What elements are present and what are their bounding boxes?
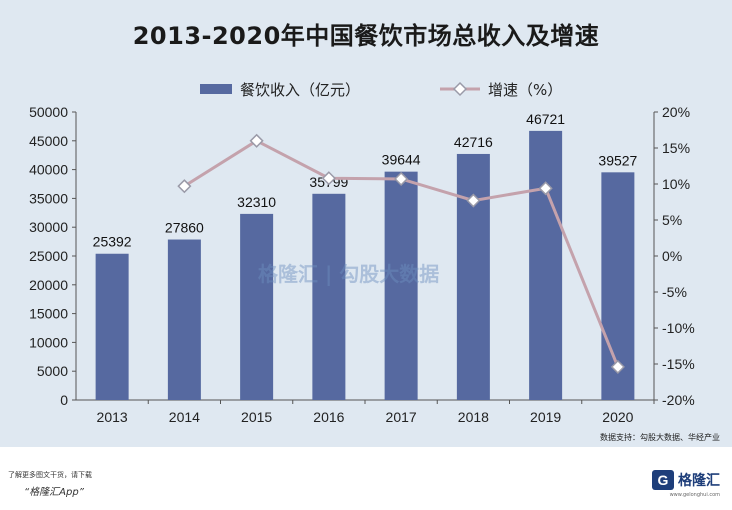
bar-2013 [95, 253, 129, 400]
y-left-tick-label: 10000 [29, 334, 68, 350]
x-tick-label: 2014 [169, 409, 200, 425]
y-right-tick-label: -10% [662, 320, 695, 336]
bar-value-label: 46721 [526, 111, 565, 127]
y-right-tick-label: -15% [662, 356, 695, 372]
y-right-tick-label: 10% [662, 176, 690, 192]
bar-value-label: 25392 [93, 234, 132, 250]
x-tick-label: 2020 [602, 409, 633, 425]
bar-2014 [167, 239, 201, 400]
legend-line-marker [452, 81, 468, 97]
x-tick-label: 2018 [458, 409, 489, 425]
y-left-tick-label: 40000 [29, 162, 68, 178]
brand-logo: G 格隆汇 [652, 470, 720, 490]
footer-note: 了解更多图文干货，请下载 [8, 471, 92, 479]
bar-value-label: 39527 [598, 152, 637, 168]
growth-marker [610, 359, 625, 374]
x-tick-label: 2015 [241, 409, 272, 425]
brand-icon: G [652, 470, 674, 490]
bar-value-label: 39644 [382, 152, 421, 168]
bar-value-label: 42716 [454, 134, 493, 150]
y-left-tick-label: 20000 [29, 277, 68, 293]
growth-marker [177, 179, 192, 194]
watermark: 格隆汇 | 勾股大数据 [258, 262, 440, 286]
y-left-tick-label: 30000 [29, 219, 68, 235]
bar-2016 [312, 193, 346, 400]
growth-marker [321, 171, 336, 186]
growth-marker [538, 181, 553, 196]
growth-marker [394, 171, 409, 187]
brand-url: www.gelonghui.com [669, 492, 720, 498]
y-left-tick-label: 15000 [29, 306, 68, 322]
chart-svg: 0 5000 10000 15000 20000 25000 30000 35000 40000… [29, 81, 695, 425]
bar-value-label: 32310 [237, 194, 276, 210]
y-left-tick-label: 45000 [29, 133, 68, 149]
y-left-tick-label: 0 [60, 392, 68, 408]
growth-marker [466, 193, 481, 208]
footer-app-name: “格隆汇App” [24, 487, 84, 498]
y-right-tick-label: 5% [662, 212, 682, 228]
bar-value-label: 27860 [165, 220, 204, 236]
y-left-tick-label: 25000 [29, 248, 68, 264]
y-left-tick-label: 50000 [29, 104, 68, 120]
bar-2015 [240, 213, 274, 400]
y-left-tick-label: 35000 [29, 190, 68, 206]
legend-bar-label: 餐饮收入（亿元） [240, 81, 360, 99]
chart-title: 2013-2020年中国餐饮市场总收入及增速 [132, 22, 600, 50]
y-left-tick-label: 5000 [37, 363, 68, 379]
growth-marker [249, 133, 264, 148]
x-tick-label: 2016 [313, 409, 344, 425]
legend-line-label: 增速（%） [488, 81, 562, 99]
brand-name: 格隆汇 [678, 473, 720, 489]
y-right-tick-label: -5% [662, 284, 687, 300]
x-tick-label: 2017 [386, 409, 417, 425]
y-right-tick-label: 0% [662, 248, 682, 264]
y-right-tick-label: -20% [662, 392, 695, 408]
bar-2017 [384, 171, 418, 400]
bar-2018 [456, 153, 490, 400]
legend-bar-swatch [200, 84, 232, 94]
y-right-tick-label: 20% [662, 104, 690, 120]
x-tick-label: 2019 [530, 409, 561, 425]
x-tick-label: 2013 [97, 409, 128, 425]
source-note: 数据支持：勾股大数据、华经产业 [600, 433, 720, 442]
y-right-tick-label: 15% [662, 140, 690, 156]
bar-2019 [529, 130, 563, 401]
